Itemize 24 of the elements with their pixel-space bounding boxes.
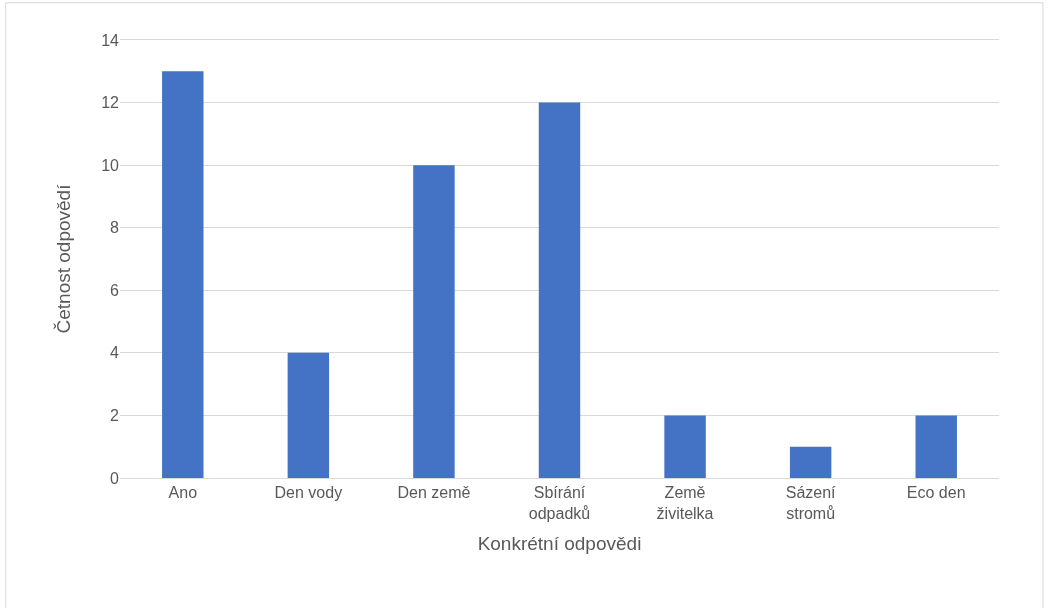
x-axis-title: Konkrétní odpovědi xyxy=(477,532,642,554)
bar xyxy=(413,165,455,478)
bar xyxy=(162,71,204,478)
y-tick-label: 0 xyxy=(110,469,120,487)
bar xyxy=(287,352,330,478)
y-tick-label: 4 xyxy=(110,344,120,362)
y-tick-label: 8 xyxy=(110,219,120,237)
bar xyxy=(664,415,706,478)
x-tick-label: Eco den xyxy=(906,484,966,502)
y-tick-label: 2 xyxy=(110,407,120,425)
y-tick-label: 12 xyxy=(101,94,120,112)
x-tick-label: Sbírání odpadků xyxy=(528,484,591,522)
x-tick-label: Sázení stromů xyxy=(785,484,837,522)
y-tick-label: 6 xyxy=(110,281,120,299)
bar xyxy=(789,446,832,478)
x-tick-label: Den země xyxy=(397,484,471,502)
x-tick-label: Země živitelka xyxy=(656,484,714,522)
y-tick-label: 14 xyxy=(101,31,120,49)
x-tick-label: Den vody xyxy=(274,484,343,502)
bar xyxy=(538,102,581,478)
y-axis-title: Četnost odpovědí xyxy=(53,183,75,334)
x-tick-label: Ano xyxy=(168,484,198,502)
y-tick-label: 10 xyxy=(101,156,120,174)
bar xyxy=(915,415,957,478)
